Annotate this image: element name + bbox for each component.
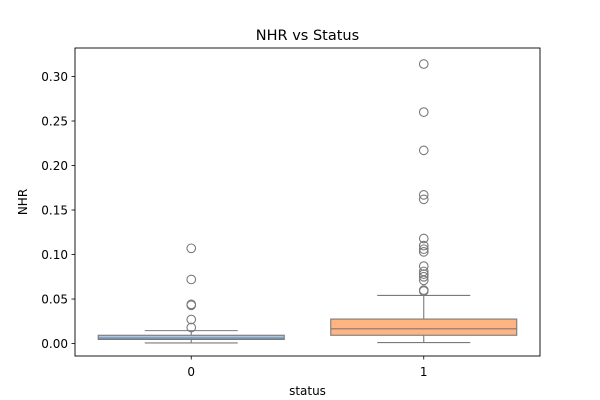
outlier-point — [418, 190, 429, 200]
plot-area — [97, 59, 518, 344]
box-group-1 — [330, 59, 518, 344]
chart-title: NHR vs Status — [256, 28, 359, 44]
outlier-point — [418, 271, 429, 282]
y-axis-label: NHR — [16, 189, 30, 215]
outlier-point — [186, 243, 197, 254]
y-axis: 0.00 0.05 0.10 0.15 0.20 0.25 0.30 — [41, 70, 75, 351]
y-tick-label: 0.30 — [41, 70, 68, 84]
box — [97, 334, 285, 340]
box-group-0 — [97, 243, 285, 344]
outlier-point — [186, 300, 197, 311]
outlier-point — [418, 246, 429, 257]
y-tick-label: 0.20 — [41, 159, 68, 173]
x-tick-label: 1 — [420, 365, 428, 379]
y-tick-label: 0.25 — [41, 114, 68, 128]
y-tick-label: 0.15 — [41, 203, 68, 217]
y-tick-label: 0.10 — [41, 248, 68, 262]
outlier-point — [418, 107, 429, 117]
y-tick-label: 0.00 — [41, 337, 68, 351]
x-tick-label: 0 — [187, 365, 195, 379]
outlier-point — [418, 59, 429, 69]
outlier-point — [418, 261, 429, 271]
outlier-point — [418, 244, 429, 255]
outlier-point — [418, 286, 429, 296]
outlier-point — [418, 275, 429, 286]
outlier-point — [186, 322, 197, 333]
outlier-point — [418, 240, 429, 251]
x-axis-label: status — [289, 384, 326, 398]
box — [330, 318, 518, 336]
outlier-point — [186, 314, 197, 325]
outlier-point — [186, 274, 197, 285]
outlier-point — [418, 233, 429, 244]
outlier-point — [418, 269, 429, 279]
outlier-point — [418, 145, 429, 156]
y-tick-label: 0.05 — [41, 292, 68, 306]
outlier-point — [418, 194, 429, 205]
plot-frame — [74, 47, 541, 357]
